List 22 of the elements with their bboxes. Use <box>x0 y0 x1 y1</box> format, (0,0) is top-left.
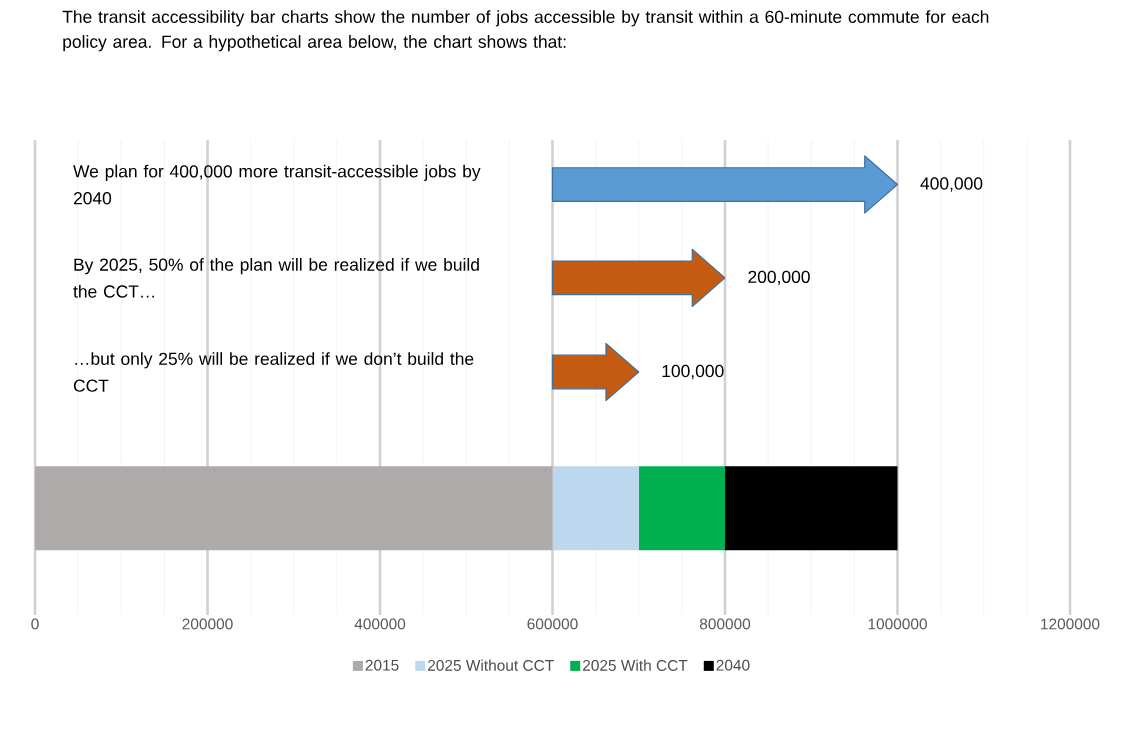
x-tick-label: 600000 <box>527 618 578 630</box>
annotation: …but only 25% will be realized if we don’t build the CCT <box>73 352 474 392</box>
bar <box>725 466 898 551</box>
annotation: We plan for 400,000 more transit-accessible jobs by 2040 <box>73 164 481 205</box>
x-tick-label: 200000 <box>182 618 233 630</box>
legend-label: 2040 <box>716 659 750 671</box>
x-tick-label: 400000 <box>354 618 406 630</box>
annotation: 200,000 <box>748 270 810 286</box>
x-tick-label: 0 <box>31 618 39 630</box>
chart-title: The transit accessibility bar charts show the number of jobs accessible by transit within a 60-minute commute for each policy area. For a hypothetical area below, the chart shows that: <box>62 10 989 52</box>
annotation: 400,000 <box>920 177 983 192</box>
legend-label: 2025 With CCT <box>583 659 688 671</box>
bar <box>35 466 553 551</box>
legend-label: 2025 Without CCT <box>428 659 554 671</box>
bar <box>552 466 639 551</box>
annotation: 100,000 <box>662 364 724 380</box>
x-tick-label: 1200000 <box>1041 618 1100 630</box>
annotation: By 2025, 50% of the plan will be realized if we build the CCT… <box>73 258 479 298</box>
x-tick-label: 800000 <box>699 618 751 630</box>
legend-label: 2015 <box>365 659 399 671</box>
x-tick-label: 1000000 <box>868 618 927 630</box>
bar <box>638 466 725 551</box>
